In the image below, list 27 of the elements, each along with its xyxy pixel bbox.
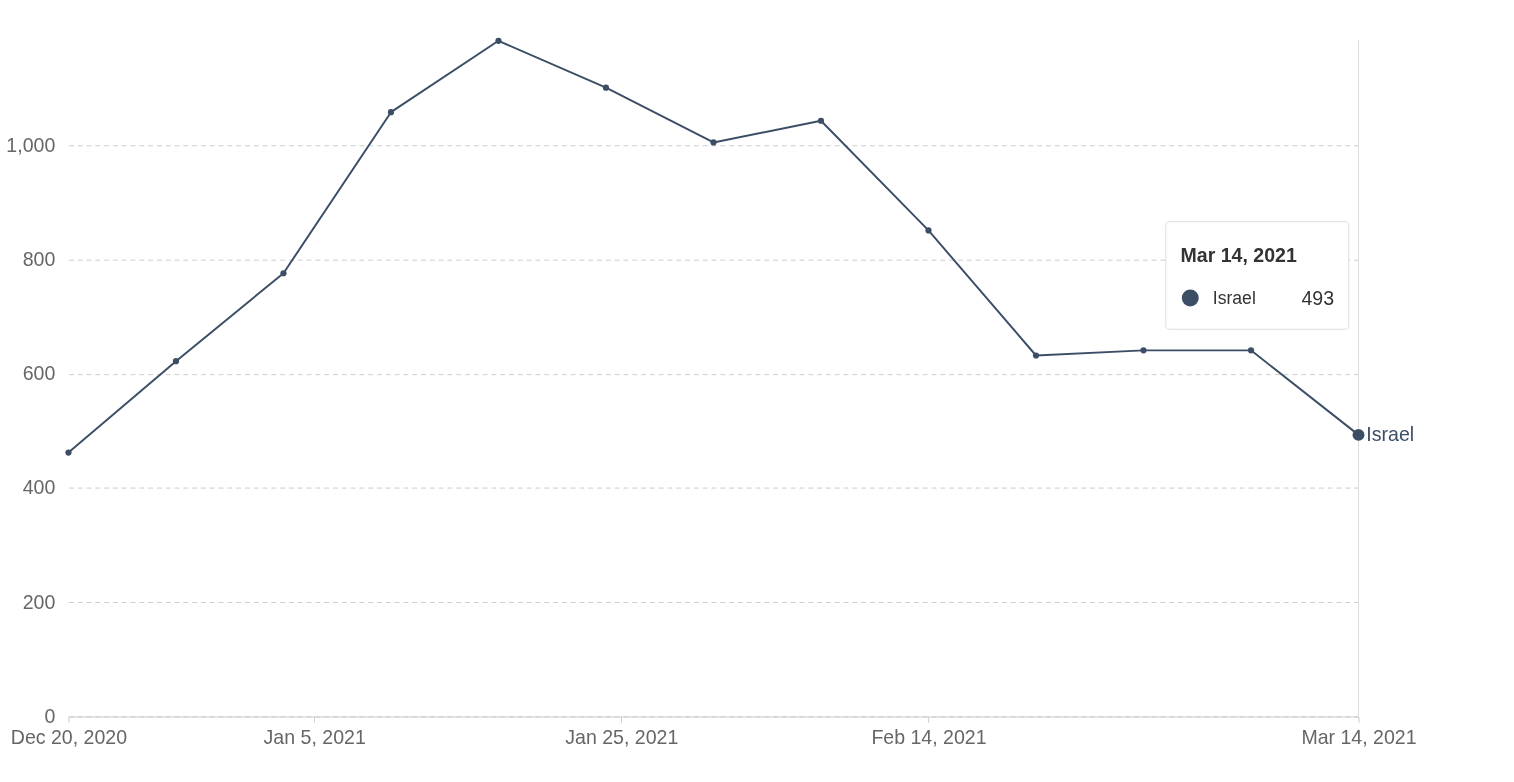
point (495, 37, 502, 44)
x-tick-label: Feb 14, 2021 (871, 726, 987, 749)
legend-label: Israel (1212, 287, 1256, 308)
annotation: Mar 14, 2021 (1180, 243, 1297, 266)
point (1140, 347, 1147, 354)
y-tick-label: 800 (22, 247, 56, 270)
annotation: 493 (1301, 286, 1335, 309)
point (1247, 347, 1255, 354)
y-tick-label: 0 (44, 704, 56, 727)
y-tick-label: 200 (22, 590, 56, 613)
point (925, 227, 932, 234)
point (387, 109, 395, 116)
point (817, 117, 825, 124)
x-tick-label: Mar 14, 2021 (1301, 726, 1417, 749)
point (1032, 352, 1040, 359)
point (172, 358, 180, 365)
point (280, 270, 287, 277)
point (65, 449, 72, 456)
text: Israel (1366, 422, 1415, 445)
y-tick-label: 400 (22, 476, 56, 499)
y-tick-label: 600 (22, 362, 56, 385)
point (710, 139, 717, 146)
point (602, 84, 610, 91)
x-tick-label: Jan 25, 2021 (565, 726, 679, 749)
y-tick-label: 1,000 (6, 133, 56, 156)
x-tick-label: Dec 20, 2020 (10, 726, 128, 749)
x-tick-label: Jan 5, 2021 (263, 726, 366, 749)
